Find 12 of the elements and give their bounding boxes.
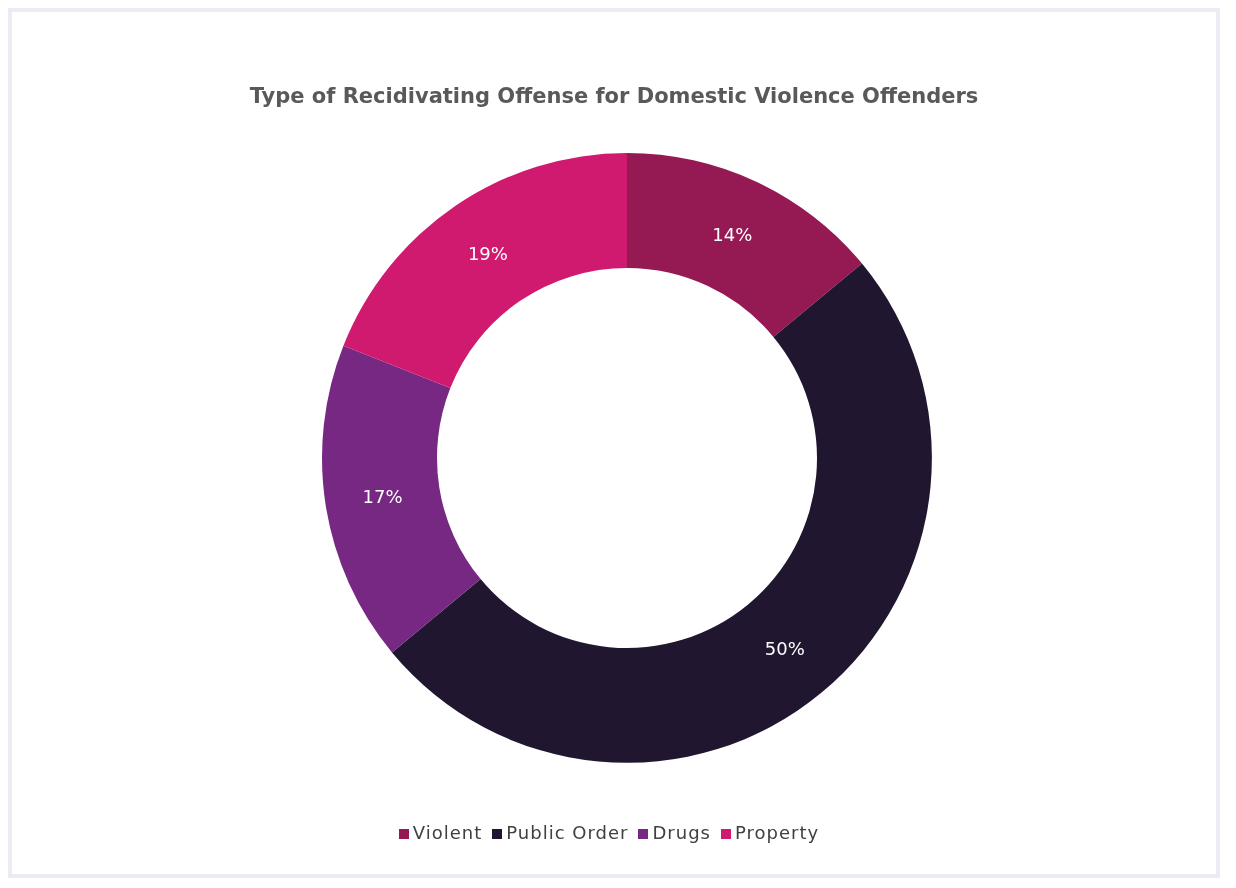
donut-slice <box>627 153 863 337</box>
legend-label: Property <box>734 822 820 843</box>
data-label: 14% <box>712 223 753 245</box>
legend-label: Drugs <box>652 822 711 843</box>
legend-label: Violent <box>412 822 483 843</box>
chart-title: Type of Recidivating Offense for Domestic Violence Offenders <box>248 84 980 108</box>
donut-slice <box>343 153 627 389</box>
data-label: 17% <box>362 486 403 508</box>
data-label: 19% <box>467 242 508 264</box>
data-label: 50% <box>764 638 805 660</box>
donut-slice <box>322 345 481 653</box>
legend-label: Public Order <box>506 822 629 843</box>
